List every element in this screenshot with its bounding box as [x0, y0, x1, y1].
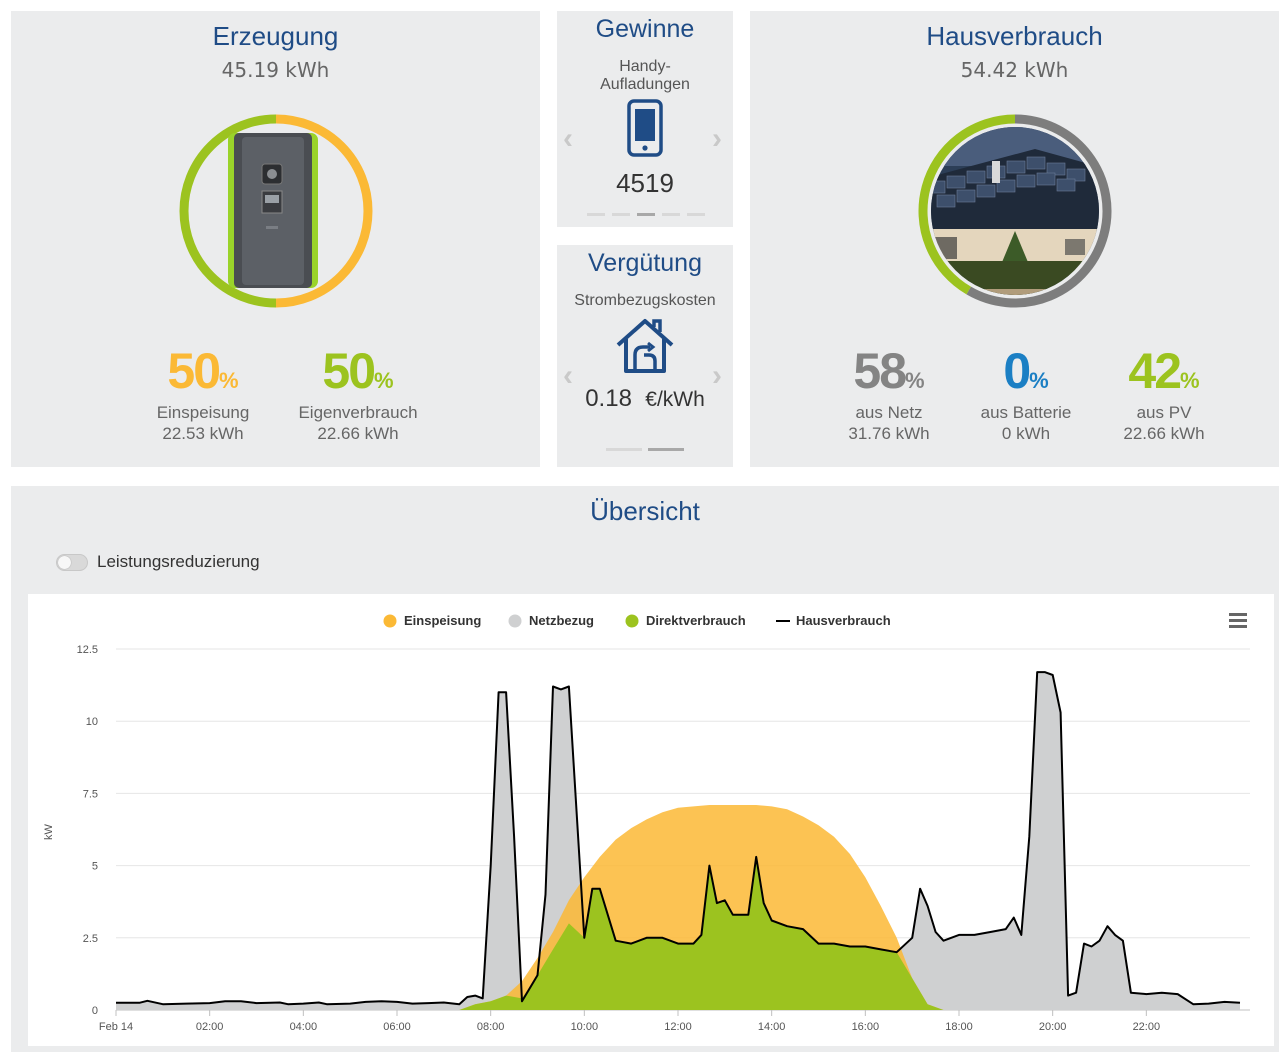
- y-axis-label: kW: [43, 823, 55, 840]
- verguetung-pager-dot-2[interactable]: [648, 448, 684, 451]
- direktverbrauch-area: [116, 856, 1240, 1010]
- verguetung-unit: €/kWh: [645, 388, 705, 411]
- aus-pv-percent: 42%: [1128, 343, 1200, 399]
- eigenverbrauch-label: Eigenverbrauch: [298, 403, 418, 422]
- einspeisung-percent: 50%: [167, 343, 239, 399]
- uebersicht-panel: Übersicht Leistungsreduzierung 0 2.5 5 7.5 1…: [11, 486, 1279, 1052]
- aus-netz-value: 31.76 kWh: [848, 424, 930, 443]
- gewinne-title: Gewinne: [595, 15, 695, 43]
- x-tick-label: 02:00: [196, 1021, 224, 1033]
- hamburger-menu-icon[interactable]: [1229, 613, 1247, 628]
- leistungsreduzierung-label: Leistungsreduzierung: [97, 552, 260, 571]
- x-tick-label: 10:00: [571, 1021, 599, 1033]
- power-chart: 0 2.5 5 7.5 10 12.5 kW Feb 14 02:00 04:00 06:00 08:…: [43, 613, 1250, 1033]
- legend-dot-marker: [508, 614, 522, 628]
- x-tick-label: 22:00: [1133, 1021, 1161, 1033]
- x-tick-label: 16:00: [852, 1021, 880, 1033]
- aus-netz-stat: 58% aus Netz 31.76 kWh: [809, 346, 969, 444]
- hausverbrauch-title: Hausverbrauch: [926, 21, 1103, 51]
- toggle-knob: [58, 556, 71, 569]
- einspeisung-area: [116, 805, 1240, 1010]
- gewinne-pager-dot-5[interactable]: [687, 213, 705, 216]
- aus-netz-percent: 58%: [853, 343, 925, 399]
- gewinne-pager-dot-2[interactable]: [612, 213, 630, 216]
- house-plug-icon: [616, 319, 674, 373]
- verguetung-pager-dot-1[interactable]: [606, 448, 642, 451]
- hausverbrauch-total: 54.42 kWh: [960, 58, 1069, 82]
- x-tick-label: 20:00: [1039, 1021, 1067, 1033]
- aus-pv-value: 22.66 kWh: [1123, 424, 1205, 443]
- y-tick-label: 12.5: [77, 644, 98, 656]
- aus-pv-stat: 42% aus PV 22.66 kWh: [1084, 346, 1244, 444]
- x-tick-label: 12:00: [664, 1021, 692, 1033]
- gewinne-pager-dot-1[interactable]: [587, 213, 605, 216]
- hausverbrauch-panel: Hausverbrauch 54.42 kWh: [750, 11, 1279, 467]
- einspeisung-stat: 50% Einspeisung 22.53 kWh: [123, 346, 283, 444]
- legend-item: Netzbezug: [508, 613, 594, 628]
- erzeugung-title: Erzeugung: [212, 21, 339, 51]
- hausverbrauch-line: [116, 671, 1241, 1006]
- house-ring: [918, 114, 1112, 308]
- x-tick-label: 14:00: [758, 1021, 786, 1033]
- x-tick-label: 04:00: [290, 1021, 318, 1033]
- menu-bar: [1229, 625, 1247, 628]
- inverter-ring: [179, 114, 373, 308]
- y-tick-label: 2.5: [83, 933, 98, 945]
- inverter-image: [228, 133, 318, 288]
- legend-label: Einspeisung: [404, 613, 481, 628]
- legend-item: Einspeisung: [383, 613, 481, 628]
- erzeugung-panel: Erzeugung 45.19 kWh 50% Einspeisung 22.5…: [11, 11, 540, 467]
- aus-batterie-stat: 0% aus Batterie 0 kWh: [946, 346, 1106, 444]
- verguetung-panel: Vergütung Strombezugskosten ‹ › 0.18 €/k…: [557, 245, 733, 467]
- aus-pv-label: aus PV: [1136, 403, 1192, 422]
- eigenverbrauch-percent: 50%: [322, 343, 394, 399]
- x-tick-label: Feb 14: [99, 1021, 133, 1033]
- smartphone-icon: [627, 99, 663, 157]
- x-tick-label: 06:00: [383, 1021, 411, 1033]
- aus-batterie-value: 0 kWh: [1001, 424, 1051, 443]
- legend-label: Netzbezug: [529, 613, 594, 628]
- eigenverbrauch-value: 22.66 kWh: [317, 424, 399, 443]
- gewinne-pager-dot-4[interactable]: [662, 213, 680, 216]
- eigenverbrauch-stat: 50% Eigenverbrauch 22.66 kWh: [278, 346, 438, 444]
- y-tick-label: 5: [92, 861, 98, 873]
- einspeisung-label: Einspeisung: [156, 403, 250, 422]
- legend-label: Hausverbrauch: [796, 613, 891, 628]
- x-tick-label: 08:00: [477, 1021, 505, 1033]
- gewinne-value: 4519: [616, 168, 674, 198]
- verguetung-price: 0.18 €/kWh: [557, 385, 733, 413]
- verguetung-prev-arrow[interactable]: ‹: [563, 359, 573, 392]
- gewinne-next-arrow[interactable]: ›: [712, 122, 722, 155]
- legend-item: Hausverbrauch: [776, 613, 891, 628]
- gewinne-label: Handy- Aufladungen: [600, 58, 690, 93]
- legend-item: Direktverbrauch: [625, 613, 746, 628]
- aus-batterie-percent: 0%: [1003, 343, 1049, 399]
- chart-container: 0 2.5 5 7.5 10 12.5 kW Feb 14 02:00 04:00 06:00 08:…: [28, 594, 1274, 1046]
- gewinne-pager[interactable]: [587, 213, 705, 216]
- house-photo: [931, 127, 1099, 295]
- verguetung-next-arrow[interactable]: ›: [712, 359, 722, 392]
- verguetung-pager[interactable]: [606, 448, 684, 451]
- verguetung-label: Strombezugskosten: [574, 292, 716, 309]
- legend-dot-marker: [383, 614, 397, 628]
- x-tick-label: 18:00: [945, 1021, 973, 1033]
- menu-bar: [1229, 613, 1247, 616]
- erzeugung-total: 45.19 kWh: [221, 58, 330, 82]
- y-tick-label: 7.5: [83, 788, 98, 800]
- legend-label: Direktverbrauch: [646, 613, 746, 628]
- leistungsreduzierung-toggle[interactable]: [56, 554, 88, 571]
- verguetung-value: 0.18: [585, 385, 632, 412]
- gewinne-pager-dot-3[interactable]: [637, 213, 655, 216]
- gewinne-prev-arrow[interactable]: ‹: [563, 122, 573, 155]
- aus-batterie-label: aus Batterie: [980, 403, 1072, 422]
- aus-netz-label: aus Netz: [855, 403, 923, 422]
- einspeisung-value: 22.53 kWh: [162, 424, 244, 443]
- uebersicht-title: Übersicht: [590, 496, 700, 526]
- menu-bar: [1229, 619, 1247, 622]
- legend-dot-marker: [625, 614, 639, 628]
- y-tick-label: 0: [92, 1005, 98, 1017]
- verguetung-title: Vergütung: [588, 249, 702, 277]
- gewinne-panel: Gewinne Handy- Aufladungen ‹ › 4519: [557, 11, 733, 227]
- y-tick-label: 10: [86, 716, 98, 728]
